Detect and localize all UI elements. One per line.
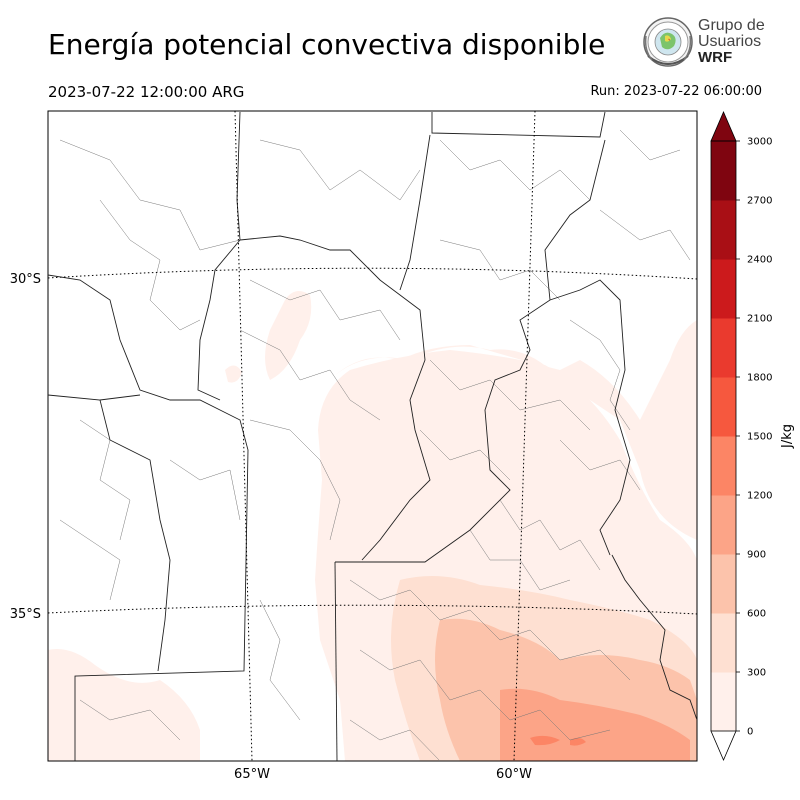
- colorbar-tick-label: 1500: [747, 432, 772, 443]
- colorbar-tick-label: 900: [747, 550, 766, 561]
- graticule-lat-35: [47, 604, 698, 615]
- colorbar-bin: [711, 200, 736, 260]
- colorbar-bin: [711, 613, 736, 673]
- colorbar-bin: [711, 377, 736, 437]
- colorbar: 0 300 600 900 1200 1500 1800 2100 2400 2700 3000: [710, 110, 772, 762]
- logo-line-3: WRF: [698, 49, 733, 66]
- colorbar-tick-label: 0: [747, 727, 753, 738]
- grupo-usuarios-wrf-logo: Grupo de Usuarios WRF: [638, 16, 765, 72]
- colorbar-bin: [711, 554, 736, 614]
- colorbar-extend-high: [710, 110, 737, 142]
- colorbar-bin: [711, 672, 736, 732]
- colorbar-extend-low: [710, 730, 737, 762]
- logo-line-2: Usuarios: [698, 33, 762, 50]
- province-boundaries: [48, 111, 697, 761]
- map-frame: [47, 110, 698, 762]
- colorbar-tick-label: 2700: [747, 196, 772, 207]
- colorbar-tick-label: 300: [747, 668, 766, 679]
- colorbar-unit-label: J/kg: [780, 424, 795, 449]
- colorbar-bin: [711, 495, 736, 555]
- colorbar-bin: [711, 141, 736, 201]
- cape-small-patch: [225, 365, 242, 383]
- lon-label-65: 65°W: [234, 767, 270, 782]
- colorbar-bin: [711, 318, 736, 378]
- graticule-lon-60: [513, 110, 536, 762]
- colorbar-bin: [711, 436, 736, 496]
- lat-label-30: 30°S: [10, 272, 41, 287]
- lon-label-60: 60°W: [496, 767, 532, 782]
- graticule-lat-30: [47, 267, 698, 280]
- colorbar-tick-label: 2400: [747, 255, 772, 266]
- valid-time: 2023-07-22 12:00:00 ARG: [48, 83, 245, 101]
- colorbar-tick-label: 600: [747, 609, 766, 620]
- cape-field: [48, 291, 697, 761]
- colorbar-tick-label: 3000: [747, 137, 772, 148]
- map-title: Energía potencial convectiva disponible: [48, 28, 606, 61]
- cape-southwest-light: [48, 649, 200, 761]
- lat-label-35: 35°S: [10, 607, 41, 622]
- run-time: Run: 2023-07-22 06:00:00: [590, 84, 762, 99]
- graticule: [47, 110, 698, 762]
- colorbar-tick-label: 1200: [747, 491, 772, 502]
- globe-seal-icon: [643, 17, 693, 67]
- colorbar-tick-label: 1800: [747, 373, 772, 384]
- department-boundaries: [59, 129, 691, 761]
- cape-band-1200-1500: [530, 735, 586, 746]
- logo-line-1: Grupo de: [698, 17, 765, 34]
- colorbar-bin: [711, 259, 736, 319]
- graticule-lon-65: [234, 110, 253, 762]
- cape-north-light: [265, 291, 312, 380]
- colorbar-tick-label: 2100: [747, 314, 772, 325]
